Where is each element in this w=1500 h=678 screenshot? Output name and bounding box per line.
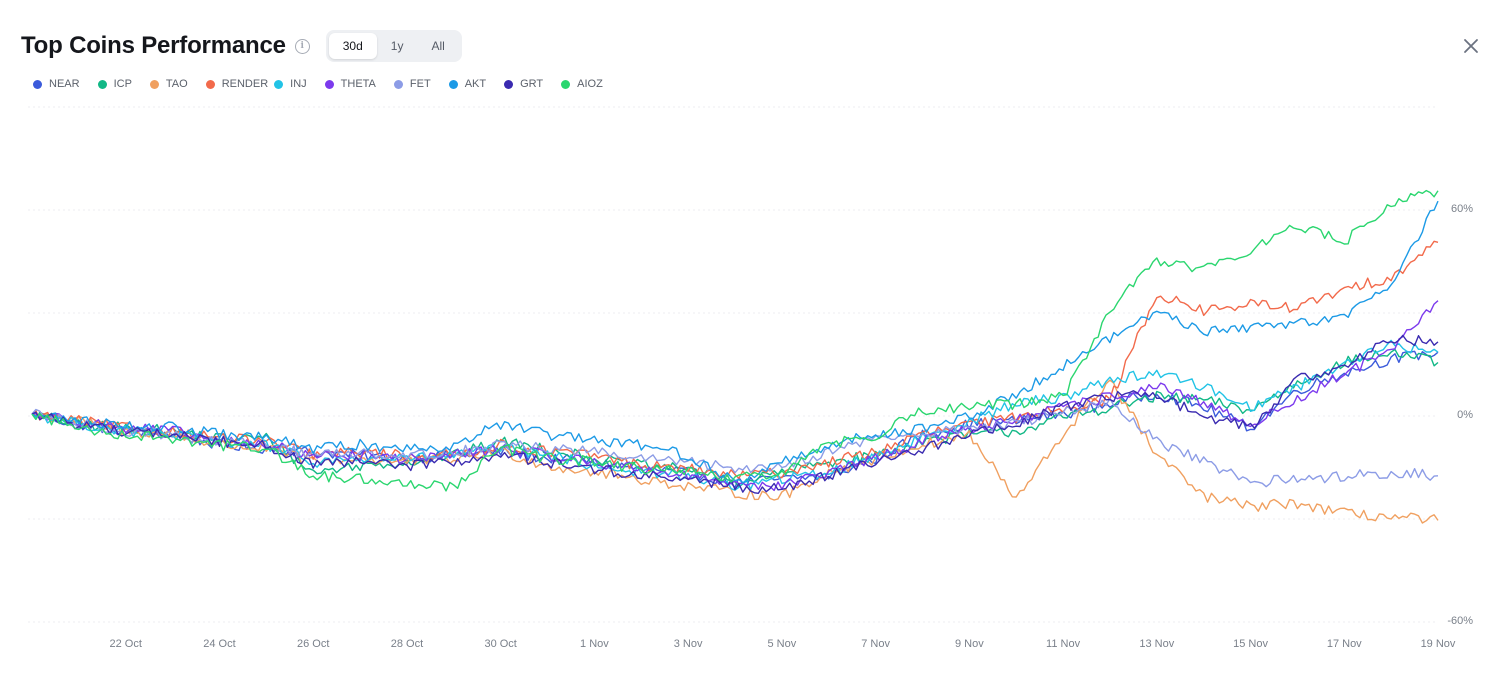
range-all-button[interactable]: All xyxy=(431,39,445,53)
x-tick-label: 5 Nov xyxy=(767,638,796,650)
legend-label: INJ xyxy=(290,78,307,90)
x-tick-label: 28 Oct xyxy=(391,638,423,650)
x-tick-label: 15 Nov xyxy=(1233,638,1268,650)
series-line-grt[interactable] xyxy=(31,334,1439,494)
chart-header: Top Coins Performance i 30d 1y All xyxy=(21,30,462,62)
legend-item-render[interactable]: RENDER xyxy=(205,78,269,90)
legend-label: FET xyxy=(409,78,431,90)
close-icon[interactable] xyxy=(1461,36,1481,56)
legend-item-grt[interactable]: GRT xyxy=(504,78,543,90)
legend-item-near[interactable]: NEAR xyxy=(33,78,80,90)
x-tick-label: 7 Nov xyxy=(861,638,890,650)
range-30d-button[interactable]: 30d xyxy=(328,33,377,59)
x-tick-label: 17 Nov xyxy=(1327,638,1362,650)
legend-item-tao[interactable]: TAO xyxy=(149,78,188,90)
legend-label: AIOZ xyxy=(577,78,603,90)
range-1y-button[interactable]: 1y xyxy=(390,39,404,53)
legend-swatch xyxy=(448,79,458,89)
legend-swatch xyxy=(97,79,107,89)
y-tick-label: 0% xyxy=(1457,409,1473,421)
legend-swatch xyxy=(393,79,403,89)
legend-swatch xyxy=(274,79,284,89)
info-icon[interactable]: i xyxy=(294,38,310,54)
legend-item-inj[interactable]: INJ xyxy=(274,78,307,90)
legend-swatch xyxy=(504,79,514,89)
x-tick-label: 19 Nov xyxy=(1421,638,1456,650)
legend-swatch xyxy=(33,79,42,89)
legend-label: THETA xyxy=(340,78,376,90)
legend-label: ICP xyxy=(113,78,132,90)
legend-item-akt[interactable]: AKT xyxy=(448,78,487,90)
x-tick-label: 30 Oct xyxy=(484,638,516,650)
x-tick-label: 3 Nov xyxy=(674,638,703,650)
x-tick-label: 24 Oct xyxy=(203,638,235,650)
y-tick-label: -60% xyxy=(1447,615,1473,627)
series-line-near[interactable] xyxy=(31,350,1439,489)
series-line-akt[interactable] xyxy=(31,200,1439,484)
legend-swatch xyxy=(324,79,334,89)
series-line-theta[interactable] xyxy=(31,300,1439,492)
legend-swatch xyxy=(205,79,215,89)
chart-legend: NEAR ICP TAO RENDER INJ THETA FET AKT GRT AIOZ xyxy=(33,76,621,92)
legend-label: GRT xyxy=(520,78,544,90)
x-tick-label: 11 Nov xyxy=(1046,638,1081,650)
series-line-fet[interactable] xyxy=(31,397,1439,488)
series-line-aioz[interactable] xyxy=(31,189,1439,492)
legend-swatch xyxy=(149,79,159,89)
legend-label: NEAR xyxy=(49,78,80,90)
legend-swatch xyxy=(561,79,571,89)
x-tick-label: 9 Nov xyxy=(955,638,984,650)
x-tick-label: 22 Oct xyxy=(110,638,142,650)
series-line-tao[interactable] xyxy=(31,379,1439,524)
chart-title: Top Coins Performance xyxy=(21,32,286,59)
legend-item-aioz[interactable]: AIOZ xyxy=(561,78,603,90)
x-tick-label: 26 Oct xyxy=(297,638,329,650)
legend-item-theta[interactable]: THETA xyxy=(324,78,376,90)
y-tick-label: 60% xyxy=(1451,203,1473,215)
series-line-inj[interactable] xyxy=(31,339,1439,491)
legend-label: RENDER xyxy=(221,78,269,90)
x-tick-label: 1 Nov xyxy=(580,638,609,650)
legend-label: AKT xyxy=(464,78,487,90)
legend-item-icp[interactable]: ICP xyxy=(97,78,132,90)
time-range-selector: 30d 1y All xyxy=(325,30,462,62)
x-tick-label: 13 Nov xyxy=(1139,638,1174,650)
legend-item-fet[interactable]: FET xyxy=(393,78,431,90)
legend-label: TAO xyxy=(165,78,188,90)
